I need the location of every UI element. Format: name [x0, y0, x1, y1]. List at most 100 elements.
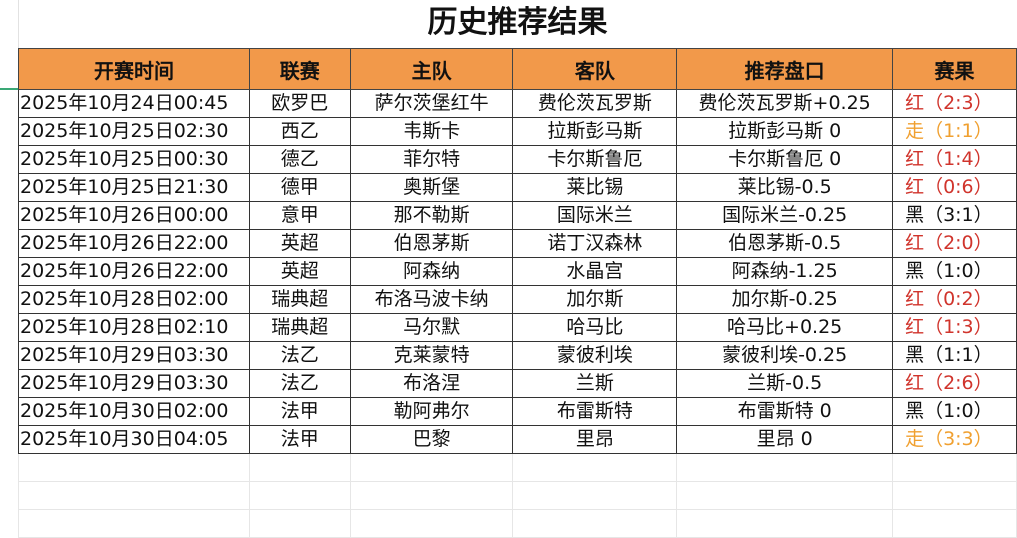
cell-pick[interactable]: 加尔斯-0.25: [676, 285, 894, 314]
cell-pick[interactable]: 费伦茨瓦罗斯+0.25: [676, 89, 894, 118]
cell-pick[interactable]: 阿森纳-1.25: [676, 257, 894, 286]
cell-time[interactable]: 2025年10月26日22:00: [18, 229, 250, 258]
cell-pick[interactable]: 布雷斯特 0: [676, 397, 894, 426]
cell-pick[interactable]: 哈马比+0.25: [676, 313, 894, 342]
cell-result[interactable]: 红（1:4）: [892, 145, 1017, 174]
cell-home[interactable]: 伯恩茅斯: [349, 229, 514, 258]
empty-cell[interactable]: [18, 509, 250, 538]
empty-cell[interactable]: [676, 453, 894, 482]
empty-cell[interactable]: [892, 481, 1017, 510]
cell-time[interactable]: 2025年10月24日00:45: [18, 89, 250, 118]
cell-time[interactable]: 2025年10月30日04:05: [18, 425, 250, 454]
cell-home[interactable]: 巴黎: [349, 425, 514, 454]
cell-away[interactable]: 莱比锡: [512, 173, 678, 202]
cell-away[interactable]: 兰斯: [512, 369, 678, 398]
cell-league[interactable]: 欧罗巴: [248, 89, 351, 118]
cell-league[interactable]: 西乙: [248, 117, 351, 146]
cell-time[interactable]: 2025年10月26日00:00: [18, 201, 250, 230]
cell-away[interactable]: 费伦茨瓦罗斯: [512, 89, 678, 118]
empty-cell[interactable]: [349, 453, 514, 482]
header-time[interactable]: 开赛时间: [18, 48, 250, 90]
header-home[interactable]: 主队: [349, 48, 514, 90]
cell-time[interactable]: 2025年10月26日22:00: [18, 257, 250, 286]
cell-home[interactable]: 勒阿弗尔: [349, 397, 514, 426]
cell-time[interactable]: 2025年10月28日02:10: [18, 313, 250, 342]
header-pick[interactable]: 推荐盘口: [676, 48, 894, 90]
cell-time[interactable]: 2025年10月25日00:30: [18, 145, 250, 174]
cell-pick[interactable]: 伯恩茅斯-0.5: [676, 229, 894, 258]
cell-result[interactable]: 红（1:3）: [892, 313, 1017, 342]
cell-away[interactable]: 里昂: [512, 425, 678, 454]
cell-league[interactable]: 瑞典超: [248, 285, 351, 314]
cell-away[interactable]: 国际米兰: [512, 201, 678, 230]
cell-home[interactable]: 克莱蒙特: [349, 341, 514, 370]
cell-time[interactable]: 2025年10月25日02:30: [18, 117, 250, 146]
empty-cell[interactable]: [248, 481, 351, 510]
empty-cell[interactable]: [892, 453, 1017, 482]
cell-result[interactable]: 黑（1:0）: [892, 397, 1017, 426]
cell-league[interactable]: 法乙: [248, 369, 351, 398]
cell-home[interactable]: 韦斯卡: [349, 117, 514, 146]
cell-time[interactable]: 2025年10月29日03:30: [18, 369, 250, 398]
cell-home[interactable]: 马尔默: [349, 313, 514, 342]
cell-home[interactable]: 奥斯堡: [349, 173, 514, 202]
cell-league[interactable]: 德甲: [248, 173, 351, 202]
cell-result[interactable]: 黑（1:1）: [892, 341, 1017, 370]
empty-cell[interactable]: [512, 509, 678, 538]
cell-league[interactable]: 意甲: [248, 201, 351, 230]
cell-pick[interactable]: 卡尔斯鲁厄 0: [676, 145, 894, 174]
cell-home[interactable]: 那不勒斯: [349, 201, 514, 230]
cell-result[interactable]: 红（2:3）: [892, 89, 1017, 118]
empty-cell[interactable]: [892, 509, 1017, 538]
cell-away[interactable]: 哈马比: [512, 313, 678, 342]
cell-away[interactable]: 诺丁汉森林: [512, 229, 678, 258]
cell-result[interactable]: 红（0:2）: [892, 285, 1017, 314]
cell-league[interactable]: 瑞典超: [248, 313, 351, 342]
cell-result[interactable]: 走（3:3）: [892, 425, 1017, 454]
header-result[interactable]: 赛果: [892, 48, 1017, 90]
cell-home[interactable]: 菲尔特: [349, 145, 514, 174]
cell-home[interactable]: 布洛涅: [349, 369, 514, 398]
cell-result[interactable]: 红（2:6）: [892, 369, 1017, 398]
cell-result[interactable]: 黑（3:1）: [892, 201, 1017, 230]
cell-result[interactable]: 走（1:1）: [892, 117, 1017, 146]
empty-cell[interactable]: [676, 509, 894, 538]
cell-pick[interactable]: 莱比锡-0.5: [676, 173, 894, 202]
cell-home[interactable]: 萨尔茨堡红牛: [349, 89, 514, 118]
cell-away[interactable]: 水晶宫: [512, 257, 678, 286]
cell-away[interactable]: 布雷斯特: [512, 397, 678, 426]
cell-pick[interactable]: 蒙彼利埃-0.25: [676, 341, 894, 370]
empty-cell[interactable]: [349, 481, 514, 510]
cell-time[interactable]: 2025年10月30日02:00: [18, 397, 250, 426]
empty-cell[interactable]: [512, 453, 678, 482]
header-away[interactable]: 客队: [512, 48, 678, 90]
empty-cell[interactable]: [512, 481, 678, 510]
cell-league[interactable]: 法乙: [248, 341, 351, 370]
cell-league[interactable]: 法甲: [248, 397, 351, 426]
cell-pick[interactable]: 兰斯-0.5: [676, 369, 894, 398]
cell-time[interactable]: 2025年10月25日21:30: [18, 173, 250, 202]
cell-home[interactable]: 布洛马波卡纳: [349, 285, 514, 314]
cell-league[interactable]: 英超: [248, 257, 351, 286]
cell-pick[interactable]: 里昂 0: [676, 425, 894, 454]
empty-cell[interactable]: [349, 509, 514, 538]
empty-cell[interactable]: [18, 453, 250, 482]
empty-cell[interactable]: [248, 453, 351, 482]
empty-cell[interactable]: [676, 481, 894, 510]
cell-pick[interactable]: 拉斯彭马斯 0: [676, 117, 894, 146]
cell-away[interactable]: 卡尔斯鲁厄: [512, 145, 678, 174]
cell-pick[interactable]: 国际米兰-0.25: [676, 201, 894, 230]
empty-cell[interactable]: [248, 509, 351, 538]
cell-result[interactable]: 黑（1:0）: [892, 257, 1017, 286]
cell-away[interactable]: 加尔斯: [512, 285, 678, 314]
header-league[interactable]: 联赛: [248, 48, 351, 90]
cell-away[interactable]: 拉斯彭马斯: [512, 117, 678, 146]
cell-away[interactable]: 蒙彼利埃: [512, 341, 678, 370]
cell-result[interactable]: 红（0:6）: [892, 173, 1017, 202]
cell-time[interactable]: 2025年10月29日03:30: [18, 341, 250, 370]
cell-home[interactable]: 阿森纳: [349, 257, 514, 286]
cell-league[interactable]: 德乙: [248, 145, 351, 174]
cell-league[interactable]: 法甲: [248, 425, 351, 454]
cell-result[interactable]: 红（2:0）: [892, 229, 1017, 258]
cell-league[interactable]: 英超: [248, 229, 351, 258]
